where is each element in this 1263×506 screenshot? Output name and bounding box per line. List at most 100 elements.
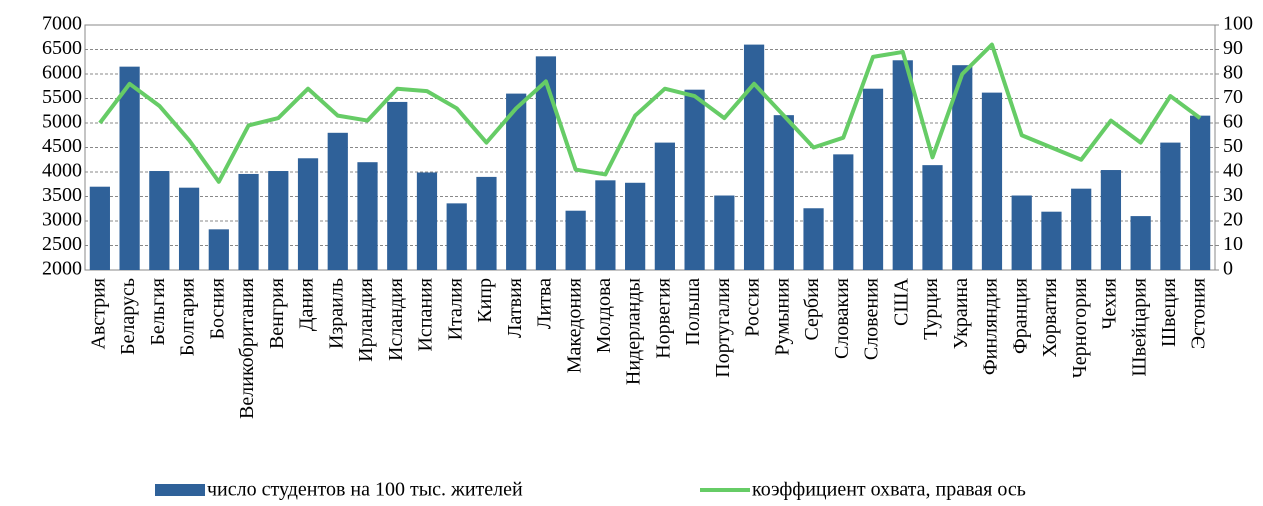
x-tick-label: Молдова: [593, 278, 615, 353]
bar: [922, 165, 943, 270]
x-tick-label: Россия: [742, 278, 764, 337]
legend-swatch: [155, 484, 205, 496]
x-tick-label: Турция: [920, 278, 942, 340]
bar: [1190, 115, 1211, 271]
y2-tick-label: 40: [1223, 160, 1243, 182]
bar: [1130, 216, 1151, 270]
y2-tick-label: 80: [1223, 62, 1243, 84]
x-tick-label: Венгрия: [266, 278, 288, 349]
x-tick-label: Украина: [950, 278, 972, 349]
x-tick-label: Латвия: [504, 278, 526, 338]
x-tick-label: Словения: [861, 278, 883, 360]
x-tick-label: Италия: [444, 278, 466, 340]
bar: [1041, 211, 1062, 270]
bar: [833, 154, 854, 270]
bar: [981, 92, 1003, 271]
bar: [1160, 142, 1181, 270]
y2-tick-label: 90: [1223, 37, 1243, 59]
bar: [1071, 188, 1092, 270]
bar: [654, 142, 675, 270]
x-tick-label: Швейцария: [1128, 278, 1150, 377]
y2-tick-label: 60: [1223, 111, 1243, 133]
x-tick-label: Чехия: [1099, 278, 1121, 330]
bar: [446, 203, 467, 270]
x-tick-label: Кипр: [474, 278, 496, 323]
bar: [1100, 170, 1122, 270]
legend-label: число студентов на 100 тыс. жителей: [207, 479, 523, 501]
bar: [565, 210, 586, 270]
bar: [297, 158, 319, 270]
x-tick-label: Польша: [682, 278, 704, 346]
y2-tick-label: 10: [1223, 233, 1243, 255]
x-tick-label: Великобритания: [236, 278, 258, 419]
bar: [862, 88, 884, 270]
x-tick-label: Румыния: [771, 278, 793, 356]
bar: [149, 171, 170, 270]
x-tick-label: Нидерланды: [623, 278, 645, 385]
x-tick-label: Швеция: [1158, 278, 1180, 347]
x-tick-label: Болгария: [177, 278, 199, 356]
x-tick-label: Дания: [296, 278, 318, 331]
line: [98, 42, 1202, 184]
y-tick-label: 2500: [42, 233, 82, 255]
x-tick-label: Беларусь: [117, 278, 139, 355]
y2-tick-label: 100: [1223, 13, 1253, 35]
bar: [89, 186, 110, 270]
x-tick-label: Ирландия: [355, 278, 377, 362]
y-tick-label: 3500: [42, 184, 82, 206]
x-tick-label: Израиль: [325, 278, 347, 349]
x-tick-label: Сербия: [801, 278, 823, 341]
x-tick-label: Хорватия: [1039, 278, 1061, 357]
y-tick-label: 5000: [42, 111, 82, 133]
x-tick-label: Бельгия: [147, 278, 169, 346]
bar: [1011, 195, 1032, 270]
bar: [506, 93, 527, 270]
bar: [178, 187, 200, 270]
y-tick-label: 6000: [42, 62, 82, 84]
y2-tick-label: 50: [1223, 135, 1243, 157]
legend-label: коэффициент охвата, правая ось: [752, 479, 1026, 501]
x-tick-label: Черногория: [1069, 278, 1091, 378]
x-tick-label: Македония: [563, 278, 585, 373]
x-tick-label: Австрия: [87, 278, 109, 350]
bar: [535, 56, 557, 270]
bar: [416, 172, 438, 270]
x-tick-label: США: [890, 277, 912, 326]
bar: [238, 173, 259, 270]
bar: [476, 176, 497, 270]
bar: [357, 162, 378, 270]
y-tick-label: 3000: [42, 209, 82, 231]
y-tick-label: 7000: [42, 13, 82, 35]
x-tick-label: Босния: [206, 278, 228, 339]
x-tick-label: Литва: [534, 278, 556, 329]
bar: [952, 65, 973, 271]
x-tick-label: Словакия: [831, 278, 853, 359]
x-tick-label: Франция: [1009, 278, 1031, 354]
bar: [684, 89, 705, 271]
bar: [595, 180, 616, 270]
y-tick-label: 4500: [42, 135, 82, 157]
y-tick-label: 4000: [42, 160, 82, 182]
x-tick-label: Норвегия: [652, 278, 674, 359]
bar: [773, 115, 794, 270]
x-tick-label: Испания: [415, 278, 437, 352]
y-tick-label: 6500: [42, 37, 82, 59]
plot-border: [84, 24, 1216, 271]
bar: [892, 60, 913, 270]
y-tick-label: 5500: [42, 86, 82, 108]
y2-tick-label: 20: [1223, 209, 1243, 231]
bar: [327, 132, 348, 270]
x-tick-label: Эстония: [1188, 278, 1210, 349]
bar: [625, 182, 646, 270]
bar: [208, 229, 229, 270]
bar: [714, 195, 735, 270]
x-tick-label: Исландия: [385, 278, 407, 361]
y-tick-label: 2000: [42, 258, 82, 280]
y2-tick-label: 0: [1223, 258, 1233, 280]
bar: [119, 66, 140, 271]
bar: [387, 101, 408, 271]
y2-tick-label: 30: [1223, 184, 1243, 206]
x-tick-label: Финляндия: [980, 278, 1002, 375]
bar: [743, 44, 765, 270]
